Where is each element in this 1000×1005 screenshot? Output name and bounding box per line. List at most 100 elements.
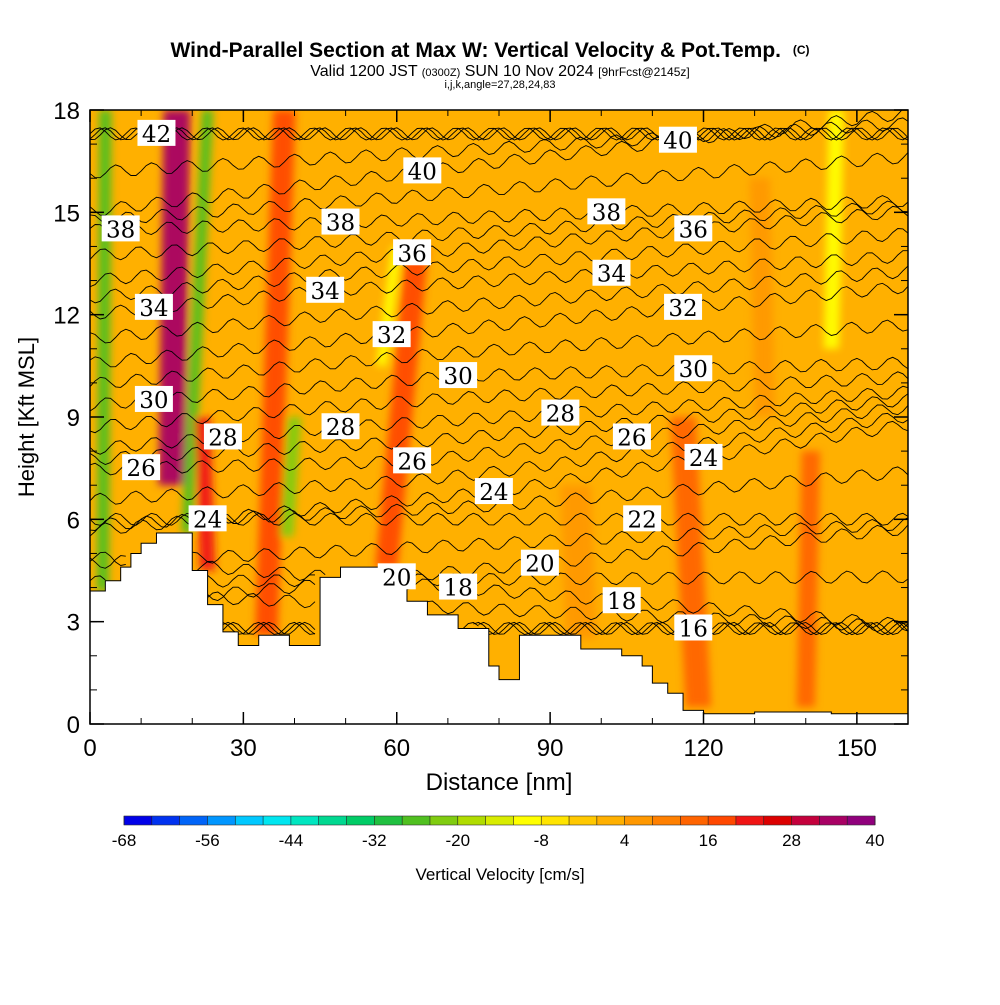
theta-label: 34 xyxy=(592,259,631,288)
svg-text:Wind-Parallel Section at Max W: Wind-Parallel Section at Max W: Vertical… xyxy=(170,39,809,62)
colorbar-tick-label: -20 xyxy=(445,831,470,850)
theta-label: 28 xyxy=(541,399,580,428)
theta-label: 38 xyxy=(587,198,626,226)
theta-label-text: 16 xyxy=(679,616,708,642)
colorbar-swatch xyxy=(847,816,876,825)
x-tick-label: 60 xyxy=(383,735,410,762)
svg-text:Valid 1200 JST (0300Z): Valid 1200 JST (0300Z) SUN 10 Nov 2024 [… xyxy=(310,63,689,80)
subtitle-date: SUN 10 Nov 2024 xyxy=(465,63,594,80)
theta-contour-line xyxy=(207,524,908,601)
colorbar-swatch xyxy=(374,816,403,825)
theta-label: 40 xyxy=(658,126,697,155)
theta-label-text: 32 xyxy=(377,323,406,349)
colorbar-swatch xyxy=(263,816,292,825)
theta-contour-line xyxy=(90,356,908,412)
theta-label: 30 xyxy=(134,385,173,414)
theta-label: 36 xyxy=(393,239,432,267)
y-tick-label: 12 xyxy=(53,303,80,330)
colorbar-tick-label: -68 xyxy=(112,831,137,850)
theta-label-box xyxy=(377,563,416,590)
theta-label: 16 xyxy=(674,614,713,642)
theta-label: 20 xyxy=(520,549,559,578)
theta-contour-line xyxy=(90,412,908,505)
theta-label-text: 28 xyxy=(546,402,575,428)
colorbar-swatch xyxy=(402,816,431,825)
velocity-plume xyxy=(181,110,214,533)
theta-contour-line xyxy=(90,152,908,226)
theta-label: 34 xyxy=(306,276,345,305)
colorbar-swatch xyxy=(346,816,375,825)
theta-label-box xyxy=(321,208,360,235)
colorbar-swatch xyxy=(151,816,181,825)
theta-label-text: 26 xyxy=(617,425,646,451)
theta-label: 24 xyxy=(474,478,513,506)
theta-label-box xyxy=(587,198,626,225)
colorbar-tick-label: -32 xyxy=(362,831,387,850)
theta-contour-line xyxy=(90,250,908,320)
y-tick-label: 18 xyxy=(53,98,80,125)
theta-label-text: 32 xyxy=(668,296,697,322)
theta-label: 32 xyxy=(664,293,703,322)
x-tick-label: 30 xyxy=(230,735,257,762)
theta-contour-line xyxy=(90,200,908,261)
theta-contour-line xyxy=(90,319,908,388)
theta-label: 34 xyxy=(134,293,173,322)
theta-label: 42 xyxy=(137,119,176,148)
theta-label: 38 xyxy=(321,208,360,237)
theta-label-box xyxy=(474,478,513,505)
colorbar-tick-label: 4 xyxy=(620,831,629,850)
theta-contour-labels: 42 40 40 38 38 38 36 36 34 34 34 32 32 30 30 30 28 28 28 26… xyxy=(101,119,723,642)
colorbar-swatch xyxy=(290,816,320,825)
theta-contour-line xyxy=(90,110,903,216)
theta-label: 26 xyxy=(612,423,651,451)
colorbar-swatch xyxy=(318,816,348,825)
theta-label-text: 28 xyxy=(208,425,237,451)
theta-label-text: 36 xyxy=(679,217,708,243)
colorbar-swatch xyxy=(596,816,626,825)
theta-label: 18 xyxy=(439,573,478,602)
colorbar-tick-label: -8 xyxy=(534,831,549,850)
theta-label-box xyxy=(122,454,161,481)
colorbar-tick-label: -44 xyxy=(279,831,304,850)
velocity-plume xyxy=(796,451,821,707)
theta-contour-line xyxy=(90,570,908,588)
theta-label-text: 26 xyxy=(126,456,155,482)
theta-contour-line xyxy=(90,205,908,288)
theta-label: 38 xyxy=(101,215,140,243)
x-tick-label: 90 xyxy=(537,735,564,762)
title-mark: (C) xyxy=(793,43,810,57)
theta-label-box xyxy=(602,587,641,614)
theta-label-text: 38 xyxy=(106,217,135,243)
theta-label: 30 xyxy=(674,355,713,383)
theta-contour-line xyxy=(90,517,908,569)
theta-label-box xyxy=(134,385,173,412)
theta-label-box xyxy=(664,293,703,320)
theta-label-box xyxy=(134,293,173,320)
colorbar-swatch xyxy=(819,816,848,825)
colorbar-tick-label: 16 xyxy=(699,831,718,850)
theta-label-box xyxy=(393,447,432,474)
subtitle-forecast: [9hrFcst@2145z] xyxy=(598,65,690,79)
theta-label-text: 38 xyxy=(592,200,621,226)
theta-label: 28 xyxy=(321,413,360,441)
colorbar-swatch xyxy=(207,816,236,825)
colorbar-swatch xyxy=(124,816,153,825)
theta-label-text: 34 xyxy=(139,296,168,322)
theta-label-text: 30 xyxy=(679,357,708,383)
x-tick-label: 150 xyxy=(837,735,877,762)
y-tick-label: 9 xyxy=(67,405,80,432)
colorbar-swatch xyxy=(624,816,653,825)
colorbar-tick-label: 28 xyxy=(782,831,801,850)
theta-label-box xyxy=(403,157,442,184)
subtitle-valid-time: Valid 1200 JST xyxy=(310,63,418,80)
theta-label-box xyxy=(306,276,345,303)
theta-label: 20 xyxy=(377,563,416,591)
colorbar-swatch xyxy=(708,816,737,825)
colorbar-tick-label: 40 xyxy=(866,831,885,850)
theta-label-text: 22 xyxy=(628,507,657,533)
y-tick-label: 6 xyxy=(67,507,80,534)
theta-label-text: 18 xyxy=(607,589,636,615)
y-tick-label: 3 xyxy=(67,610,80,637)
theta-contour-line xyxy=(90,127,908,141)
